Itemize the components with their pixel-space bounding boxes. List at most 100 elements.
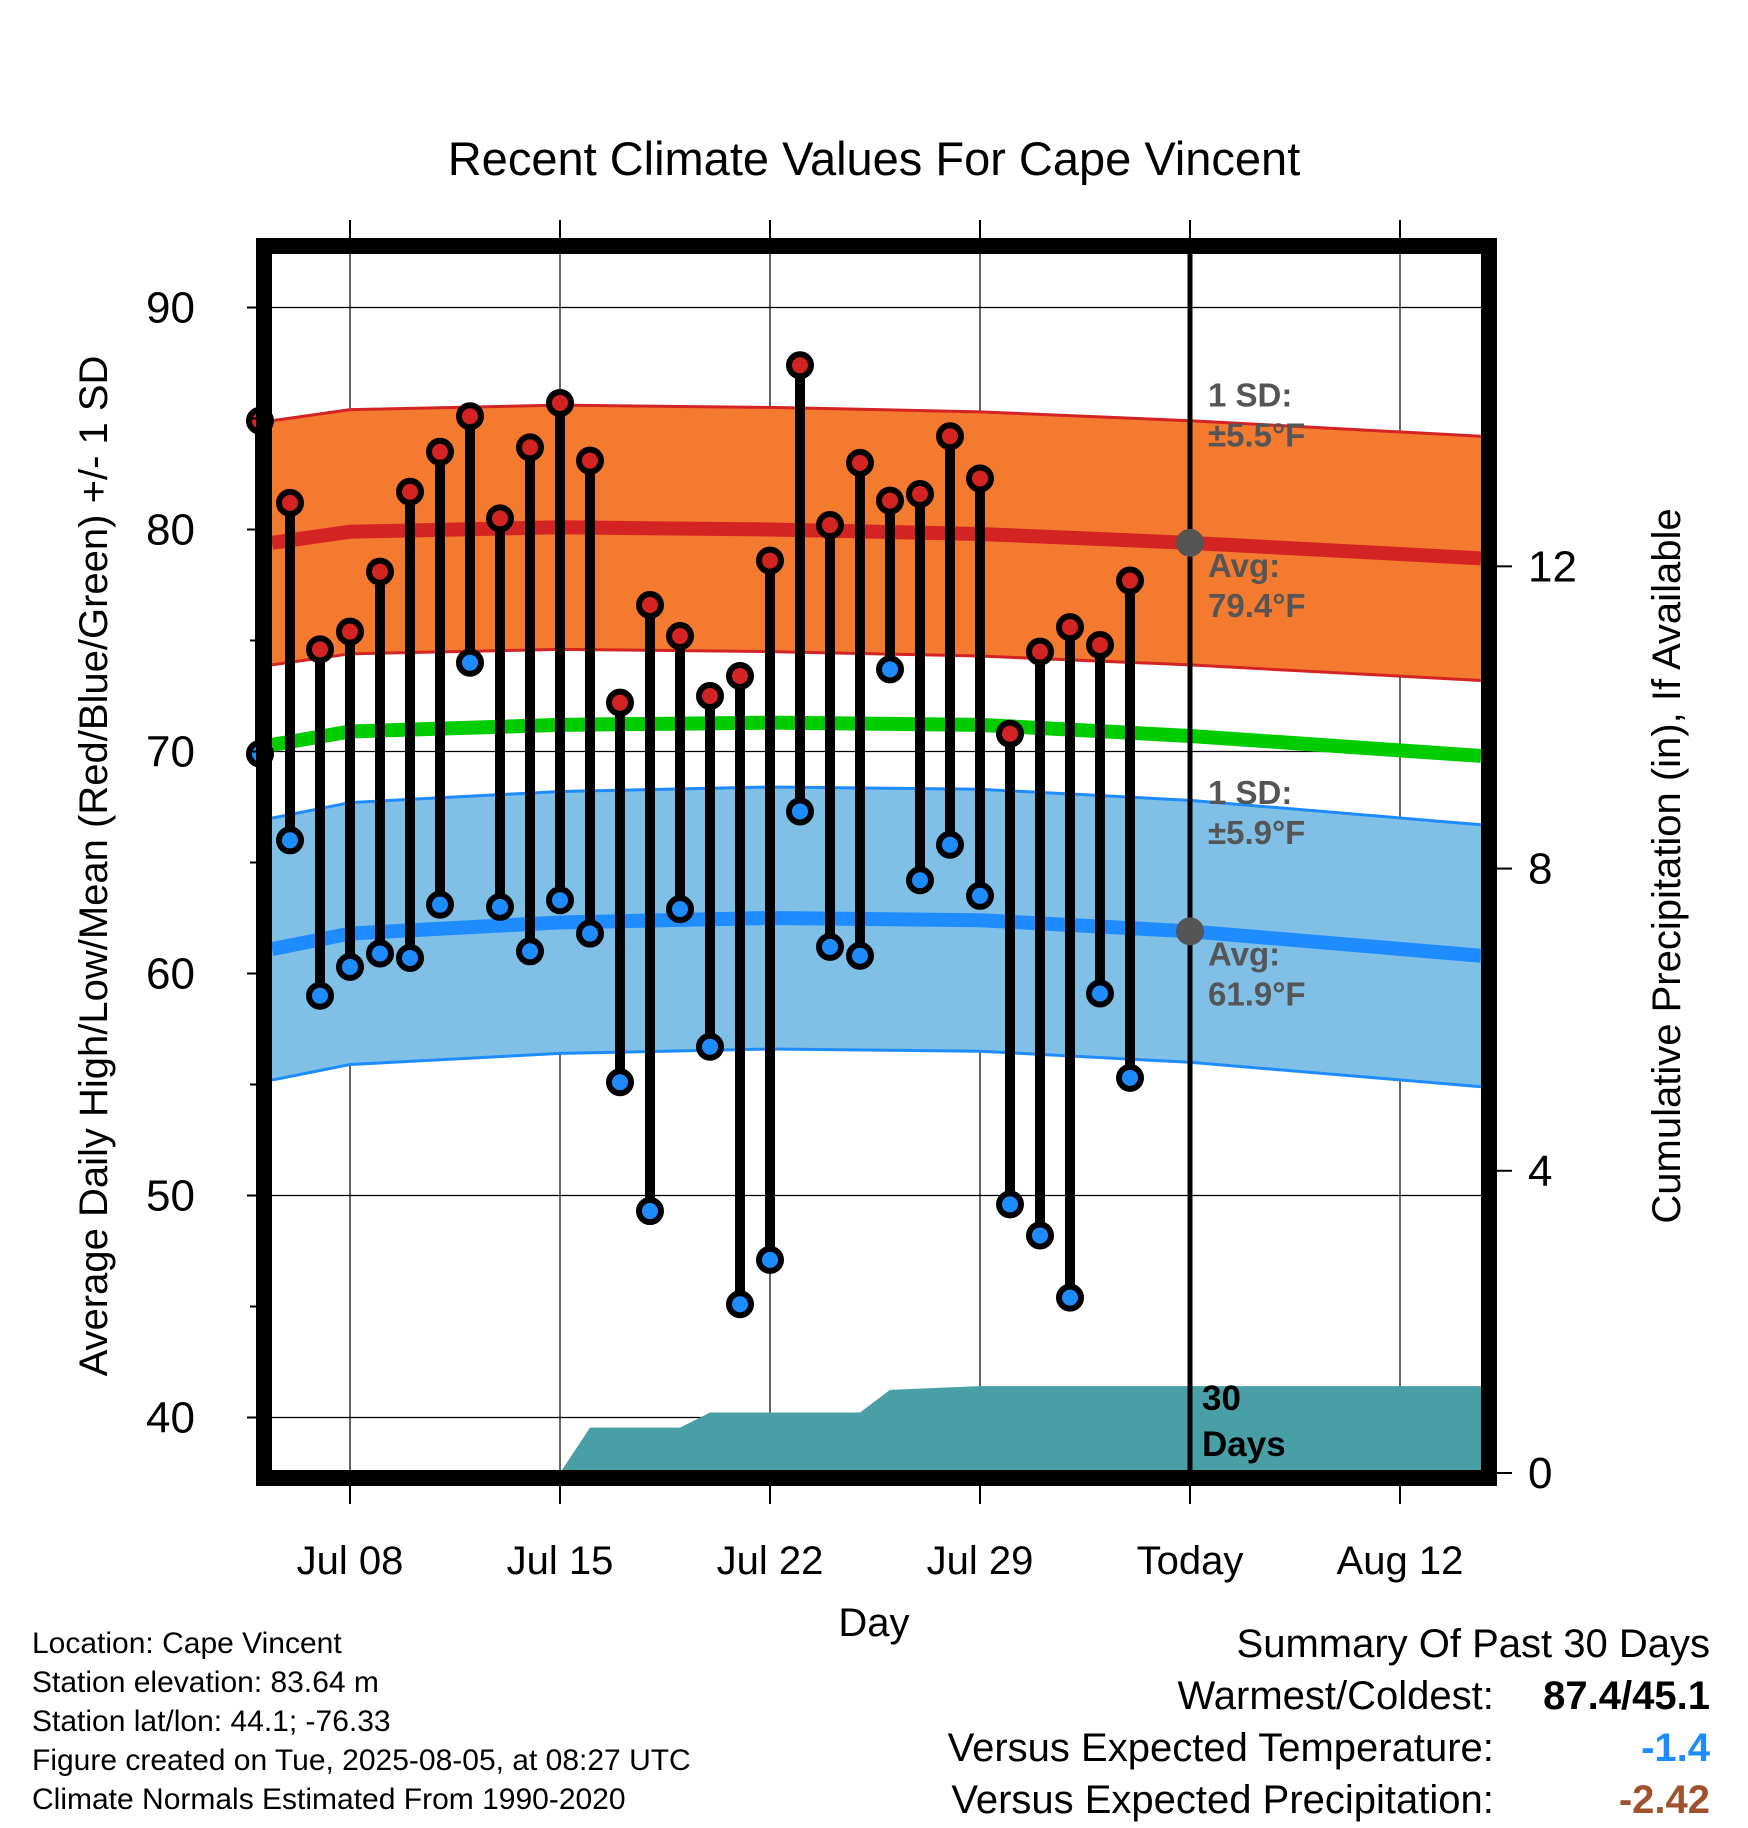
y2-tick-label: 0 — [1528, 1449, 1552, 1498]
low-point — [456, 648, 484, 677]
high-point — [546, 388, 574, 417]
warmest-coldest-row: Warmest/Coldest: 87.4/45.1 — [948, 1670, 1711, 1722]
plot-frame — [256, 238, 1497, 1486]
temp-value: -1.4 — [1641, 1726, 1710, 1770]
low-point — [636, 1197, 664, 1226]
daily-markers — [246, 351, 1144, 1319]
high-point — [756, 546, 784, 575]
y-tick-label: 60 — [146, 950, 195, 999]
low-point — [906, 866, 934, 895]
high-sd-annotation: 1 SD: ±5.5°F — [1208, 377, 1305, 454]
warmest-coldest-label: Warmest/Coldest: — [1177, 1674, 1494, 1718]
y-tick-label: 90 — [146, 284, 195, 333]
x-tick-label: Jul 22 — [717, 1539, 824, 1583]
precipitation-area — [272, 1386, 1481, 1473]
high-point — [696, 682, 724, 710]
low-point — [876, 655, 904, 684]
y-tick-label: 70 — [146, 728, 195, 777]
low-point — [606, 1068, 634, 1097]
today-days-label: 30 Days — [1202, 1379, 1286, 1464]
today-high-avg-marker — [1176, 528, 1204, 557]
low-point — [846, 941, 874, 970]
high-point — [846, 448, 874, 477]
high-point — [456, 402, 484, 431]
x-tick-label: Aug 12 — [1337, 1539, 1464, 1583]
high-point — [1116, 566, 1144, 595]
annotation-line: ±5.5°F — [1208, 417, 1305, 454]
daily-stems — [255, 365, 1135, 1305]
high-point — [666, 622, 694, 651]
low-point — [1086, 979, 1114, 1008]
annotation-line: ±5.9°F — [1208, 814, 1305, 851]
low-point — [696, 1032, 724, 1061]
today-label: 30 Days — [1202, 1379, 1286, 1464]
high-point — [816, 511, 844, 540]
low-point — [306, 981, 334, 1010]
y-axis-label: Average Daily High/Low/Mean (Red/Blue/Gr… — [72, 356, 116, 1377]
x-tick-label: Jul 15 — [507, 1539, 614, 1583]
location-text: Location: Cape Vincent — [32, 1627, 342, 1660]
annotation-line: 1 SD: — [1208, 377, 1292, 414]
chart-title: Recent Climate Values For Cape Vincent — [448, 132, 1301, 185]
station-info: Location: Cape Vincent Station elevation… — [32, 1624, 691, 1819]
low-point — [486, 892, 514, 921]
summary-title: Summary Of Past 30 Days — [1236, 1622, 1710, 1666]
high-point — [786, 351, 814, 380]
axes: 40 50 60 70 80 90 0 4 8 12 Jul 08 Jul 15 Jul 22 Jul 2… — [146, 220, 1577, 1583]
precip-row: Versus Expected Precipitation: -2.42 — [948, 1774, 1710, 1826]
low-point — [786, 797, 814, 826]
high-point — [486, 504, 514, 533]
low-point — [726, 1290, 754, 1319]
precip-value: -2.42 — [1618, 1778, 1710, 1822]
low-point — [756, 1245, 784, 1274]
low-sd-annotation: 1 SD: ±5.9°F — [1208, 774, 1305, 851]
annotation-line: 79.4°F — [1208, 587, 1306, 624]
low-point — [336, 952, 364, 981]
high-point — [636, 590, 664, 619]
y-tick-label: 40 — [146, 1394, 195, 1443]
low-point — [546, 886, 574, 915]
high-point — [426, 437, 454, 466]
normals-text: Climate Normals Estimated From 1990-2020 — [32, 1783, 626, 1816]
annotation-line: 1 SD: — [1208, 774, 1292, 811]
today-days-label-line: Days — [1202, 1425, 1286, 1464]
high-point — [936, 422, 964, 451]
today-days-label-line: 30 — [1202, 1379, 1241, 1418]
normal-annotations: 1 SD: ±5.5°F Avg: 79.4°F 1 SD: ±5.9°F Avg: 6… — [1176, 377, 1306, 1012]
y2-tick-label: 4 — [1528, 1147, 1552, 1196]
low-point — [666, 895, 694, 924]
annotation-line: Avg: — [1208, 547, 1280, 584]
precip-label: Versus Expected Precipitation: — [951, 1778, 1494, 1822]
x-tick-label: Jul 08 — [297, 1539, 404, 1583]
today-low-avg-marker — [1176, 917, 1204, 946]
high-point — [906, 479, 934, 508]
y-tick-label: 80 — [146, 506, 195, 555]
low-point — [1026, 1221, 1054, 1250]
low-point — [516, 937, 544, 966]
high-point — [576, 446, 604, 475]
low-point — [996, 1190, 1024, 1219]
high-point — [396, 477, 424, 506]
high-point — [1056, 613, 1084, 642]
low-point — [966, 881, 994, 910]
annotation-line: Avg: — [1208, 935, 1280, 972]
low-point — [396, 943, 424, 972]
warmest-coldest-value: 87.4/45.1 — [1543, 1674, 1710, 1718]
latlon-text: Station lat/lon: 44.1; -76.33 — [32, 1705, 391, 1738]
high-point — [1026, 637, 1054, 666]
low-point — [816, 932, 844, 961]
elevation-text: Station elevation: 83.64 m — [32, 1666, 379, 1699]
high-point — [996, 719, 1024, 748]
low-point — [936, 830, 964, 859]
high-point — [516, 433, 544, 462]
high-point — [276, 488, 304, 517]
y2-tick-label: 8 — [1528, 845, 1552, 894]
low-sd-band — [272, 787, 1481, 1087]
y2-axis-label: Cumulative Precipitation (in), If Availa… — [1645, 508, 1689, 1223]
high-point — [1086, 630, 1114, 659]
x-axis-label: Day — [838, 1601, 909, 1645]
high-sd-band — [272, 405, 1481, 681]
temp-label: Versus Expected Temperature: — [947, 1726, 1494, 1770]
high-point — [606, 688, 634, 717]
